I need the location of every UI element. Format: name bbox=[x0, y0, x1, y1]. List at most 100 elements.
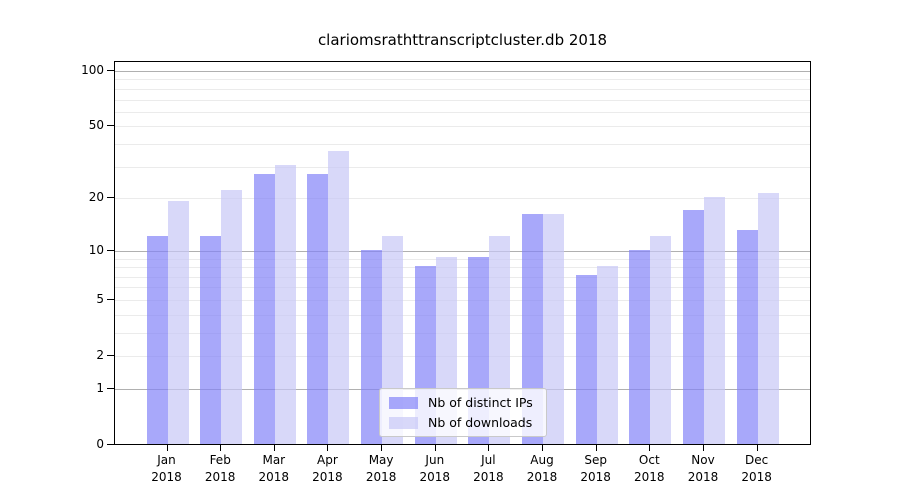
y-tick-mark-20 bbox=[107, 197, 114, 199]
minor-gridline-6 bbox=[115, 287, 810, 289]
y-tick-label-100: 100 bbox=[81, 62, 104, 77]
x-tick-month: Mar bbox=[262, 453, 286, 467]
minor-gridline-90 bbox=[115, 79, 810, 81]
x-tick-label-oct: Oct 2018 bbox=[617, 452, 681, 485]
x-tick-label-nov: Nov 2018 bbox=[671, 452, 735, 485]
minor-gridline-60 bbox=[115, 111, 810, 113]
x-tick-month: Nov bbox=[691, 453, 715, 467]
x-tick-mark-may bbox=[381, 445, 383, 451]
x-tick-month: Jun bbox=[425, 453, 445, 467]
bar-feb-downloads bbox=[221, 189, 243, 444]
x-tick-mark-dec bbox=[756, 445, 758, 451]
x-tick-year: 2018 bbox=[526, 469, 558, 484]
legend-label-ips: Nb of distinct IPs bbox=[428, 395, 533, 410]
bar-apr-ips bbox=[307, 173, 329, 444]
legend-item-downloads: Nb of downloads bbox=[389, 415, 537, 430]
bar-sep-ips bbox=[575, 275, 597, 444]
bar-oct-downloads bbox=[650, 235, 672, 444]
legend-label-downloads: Nb of downloads bbox=[428, 415, 533, 430]
bar-nov-ips bbox=[683, 209, 704, 444]
minor-gridline-3 bbox=[115, 332, 810, 334]
bar-jan-ips bbox=[146, 235, 168, 444]
x-tick-year: 2018 bbox=[204, 469, 236, 484]
minor-gridline-50 bbox=[115, 126, 810, 128]
y-tick-label-0: 0 bbox=[96, 437, 104, 452]
x-tick-year: 2018 bbox=[419, 469, 451, 484]
y-tick-label-5: 5 bbox=[96, 291, 104, 306]
bar-apr-downloads bbox=[328, 151, 350, 444]
x-tick-mark-oct bbox=[649, 445, 651, 451]
y-tick-mark-5 bbox=[107, 298, 114, 300]
major-gridline-100 bbox=[115, 70, 810, 72]
minor-gridline-9 bbox=[115, 258, 810, 260]
x-tick-month: May bbox=[368, 453, 394, 467]
bar-aug-ips bbox=[522, 214, 544, 444]
legend-swatch-ips bbox=[389, 396, 418, 409]
minor-gridline-40 bbox=[115, 144, 810, 145]
x-tick-month: Sep bbox=[584, 453, 607, 467]
x-tick-mark-aug bbox=[542, 445, 543, 451]
x-tick-year: 2018 bbox=[151, 469, 182, 484]
x-tick-mark-jun bbox=[434, 445, 436, 451]
y-tick-label-50: 50 bbox=[88, 118, 104, 133]
y-tick-label-2: 2 bbox=[96, 348, 104, 363]
x-tick-label-apr: Apr 2018 bbox=[295, 452, 359, 485]
x-tick-mark-jul bbox=[488, 445, 490, 451]
x-tick-mark-apr bbox=[327, 445, 329, 451]
legend-item-ips: Nb of distinct IPs bbox=[389, 395, 537, 410]
minor-gridline-2 bbox=[115, 356, 810, 358]
y-tick-mark-2 bbox=[107, 355, 114, 357]
x-tick-year: 2018 bbox=[634, 469, 665, 484]
chart-title: clariomsrathttranscriptcluster.db 2018 bbox=[317, 31, 608, 49]
y-tick-label-20: 20 bbox=[88, 190, 104, 205]
x-tick-mark-nov bbox=[703, 445, 704, 451]
y-tick-mark-100 bbox=[107, 69, 114, 71]
bar-dec-ips bbox=[736, 229, 758, 444]
x-tick-mark-jan bbox=[166, 445, 168, 451]
bar-dec-downloads bbox=[757, 193, 779, 444]
minor-gridline-7 bbox=[115, 276, 810, 278]
x-tick-label-mar: Mar 2018 bbox=[242, 452, 306, 485]
x-tick-month: Feb bbox=[209, 453, 231, 467]
x-tick-label-may: May 2018 bbox=[349, 452, 413, 485]
y-tick-label-10: 10 bbox=[88, 242, 104, 257]
bar-aug-downloads bbox=[543, 214, 565, 444]
legend: Nb of distinct IPs Nb of downloads bbox=[379, 388, 547, 437]
major-gridline-10 bbox=[115, 250, 810, 252]
x-tick-month: Jan bbox=[157, 453, 176, 467]
x-tick-label-jan: Jan 2018 bbox=[135, 452, 199, 485]
bar-feb-ips bbox=[200, 235, 222, 444]
x-tick-month: Oct bbox=[638, 453, 660, 467]
x-tick-label-sep: Sep 2018 bbox=[564, 452, 628, 485]
x-tick-year: 2018 bbox=[741, 469, 772, 484]
minor-gridline-80 bbox=[115, 88, 810, 90]
x-tick-month: Jul bbox=[481, 453, 496, 467]
x-tick-year: 2018 bbox=[365, 469, 397, 484]
plot-area: Nb of distinct IPs Nb of downloads bbox=[114, 61, 811, 445]
bar-jan-downloads bbox=[167, 201, 189, 444]
x-tick-label-jun: Jun 2018 bbox=[403, 452, 467, 485]
y-tick-label-1: 1 bbox=[96, 381, 104, 396]
y-tick-mark-10 bbox=[107, 249, 114, 251]
x-tick-month: Aug bbox=[530, 453, 554, 467]
minor-gridline-30 bbox=[115, 166, 810, 168]
x-tick-year: 2018 bbox=[687, 469, 719, 484]
minor-gridline-20 bbox=[115, 198, 810, 200]
bar-sep-downloads bbox=[596, 265, 618, 444]
bar-mar-downloads bbox=[274, 165, 296, 444]
legend-swatch-downloads bbox=[389, 416, 418, 429]
x-tick-label-feb: Feb 2018 bbox=[188, 452, 252, 485]
minor-gridline-8 bbox=[115, 267, 810, 268]
y-tick-mark-0 bbox=[107, 444, 114, 446]
y-tick-mark-1 bbox=[107, 388, 114, 390]
y-tick-mark-50 bbox=[107, 125, 114, 127]
bar-oct-ips bbox=[629, 249, 651, 444]
x-tick-year: 2018 bbox=[258, 469, 290, 484]
x-tick-year: 2018 bbox=[312, 469, 343, 484]
bar-nov-downloads bbox=[704, 197, 725, 444]
minor-gridline-70 bbox=[115, 99, 810, 101]
bar-may-ips bbox=[361, 249, 383, 444]
bar-mar-ips bbox=[253, 173, 275, 444]
x-tick-label-dec: Dec 2018 bbox=[725, 452, 789, 485]
